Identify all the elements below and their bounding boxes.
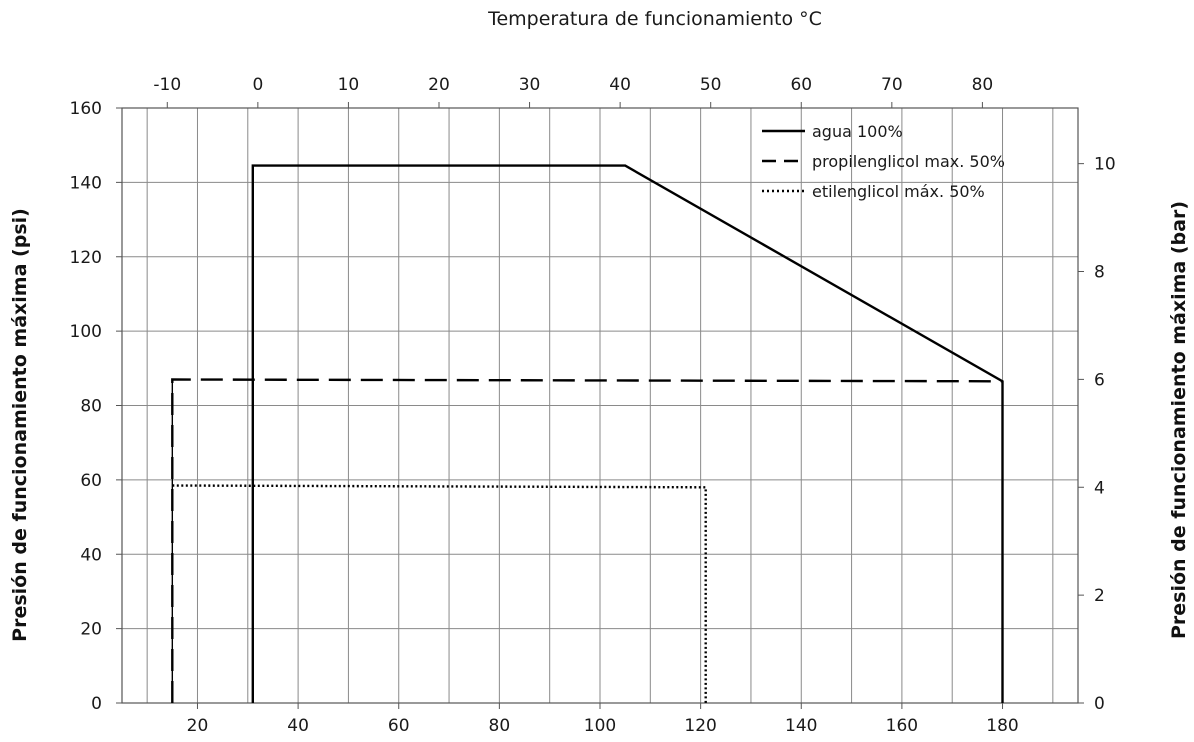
right-tick-label: 2 (1094, 586, 1105, 606)
bottom-tick-label: 60 (388, 716, 410, 736)
top-tick-label: 50 (700, 75, 722, 95)
bottom-tick-label: 100 (584, 716, 616, 736)
right-tick-label: 4 (1094, 478, 1105, 498)
bottom-tick-label: 40 (287, 716, 309, 736)
tick-marks (116, 102, 1084, 709)
top-tick-label: 0 (252, 75, 263, 95)
top-tick-label: -10 (153, 75, 181, 95)
left-tick-label: 140 (70, 173, 102, 193)
series-line-solid (251, 164, 1004, 703)
top-tick-label: 40 (609, 75, 631, 95)
bottom-tick-label: 80 (489, 716, 511, 736)
left-axis-title: Presión de funcionamiento máxima (psi) (9, 208, 31, 642)
legend-label-agua: agua 100% (812, 122, 903, 141)
bottom-tick-label: 180 (986, 716, 1018, 736)
left-tick-label: 60 (80, 471, 102, 491)
left-tick-label: 80 (80, 397, 102, 417)
right-tick-label: 8 (1094, 263, 1105, 283)
left-tick-label: 40 (80, 545, 102, 565)
top-tick-label: 30 (519, 75, 541, 95)
right-tick-label: 10 (1094, 155, 1116, 175)
bottom-tick-label: 120 (684, 716, 716, 736)
series-lines (171, 164, 1004, 703)
bottom-tick-label: 160 (886, 716, 918, 736)
right-tick-label: 6 (1094, 370, 1105, 390)
right-tick-label: 0 (1094, 694, 1105, 714)
top-axis-title: Temperatura de funcionamiento °C (487, 8, 822, 30)
top-tick-label: 70 (881, 75, 903, 95)
legend-label-propilenglicol: propilenglicol max. 50% (812, 152, 1005, 171)
top-tick-label: 80 (972, 75, 994, 95)
legend-label-etilenglicol: etilenglicol máx. 50% (812, 182, 985, 201)
series-line-dashed (171, 378, 1003, 703)
top-tick-label: 20 (428, 75, 450, 95)
bottom-tick-label: 140 (785, 716, 817, 736)
bottom-tick-label: 20 (187, 716, 209, 736)
left-tick-label: 0 (91, 694, 102, 714)
left-tick-label: 160 (70, 99, 102, 119)
tick-labels: 20 40 60 80 100 120 140 160 180-10 0 10 20 30 40 50 60 7… (70, 75, 1116, 736)
left-tick-label: 100 (70, 322, 102, 342)
left-tick-label: 120 (70, 248, 102, 268)
top-tick-label: 10 (338, 75, 360, 95)
top-tick-label: 60 (790, 75, 812, 95)
right-axis-title: Presión de funcionamiento máxima (bar) (1168, 201, 1190, 639)
left-tick-label: 20 (80, 620, 102, 640)
legend: agua 100% propilenglicol max. 50% etilen… (762, 122, 1005, 201)
